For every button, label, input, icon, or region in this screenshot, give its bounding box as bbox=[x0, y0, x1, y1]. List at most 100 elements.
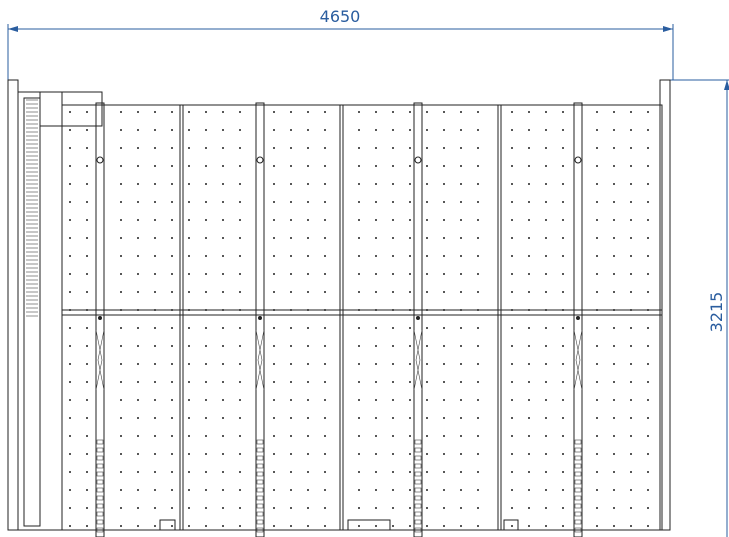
rivet bbox=[562, 291, 564, 293]
rivet bbox=[120, 345, 122, 347]
rivet bbox=[562, 363, 564, 365]
rivet bbox=[273, 291, 275, 293]
rivet bbox=[154, 129, 156, 131]
rivet bbox=[596, 417, 598, 419]
rivet bbox=[477, 507, 479, 509]
panel-part bbox=[96, 439, 104, 445]
rivet bbox=[307, 165, 309, 167]
rivet bbox=[613, 507, 615, 509]
panel-part bbox=[574, 463, 582, 469]
rivet bbox=[460, 291, 462, 293]
rivet bbox=[188, 165, 190, 167]
rivet bbox=[188, 129, 190, 131]
rivet bbox=[188, 435, 190, 437]
rivet bbox=[630, 471, 632, 473]
rivet bbox=[205, 237, 207, 239]
rivet bbox=[273, 453, 275, 455]
rivet bbox=[86, 327, 88, 329]
panel-part bbox=[256, 471, 264, 477]
rivet bbox=[188, 111, 190, 113]
rivet bbox=[392, 417, 394, 419]
rivet bbox=[154, 345, 156, 347]
panel-part bbox=[96, 511, 104, 517]
rivet bbox=[324, 147, 326, 149]
rivet bbox=[460, 219, 462, 221]
rivet bbox=[137, 183, 139, 185]
rivet bbox=[290, 363, 292, 365]
rivet bbox=[290, 273, 292, 275]
rivet bbox=[426, 201, 428, 203]
rivet bbox=[613, 417, 615, 419]
rivet bbox=[630, 111, 632, 113]
rivet bbox=[545, 255, 547, 257]
rivet bbox=[324, 183, 326, 185]
rivet bbox=[647, 327, 649, 329]
rivet bbox=[86, 435, 88, 437]
rivet bbox=[511, 327, 513, 329]
rivet bbox=[358, 165, 360, 167]
rivet bbox=[443, 363, 445, 365]
rivet bbox=[222, 525, 224, 527]
rivet bbox=[562, 111, 564, 113]
rivet bbox=[409, 165, 411, 167]
rivet bbox=[511, 147, 513, 149]
rivet bbox=[409, 129, 411, 131]
rivet bbox=[222, 363, 224, 365]
rivet bbox=[86, 363, 88, 365]
rivet bbox=[460, 345, 462, 347]
rivet bbox=[562, 489, 564, 491]
rivet bbox=[375, 345, 377, 347]
rivet bbox=[171, 273, 173, 275]
panel-part bbox=[256, 479, 264, 485]
rivet bbox=[630, 345, 632, 347]
rivet bbox=[239, 147, 241, 149]
rivet bbox=[545, 453, 547, 455]
rivet bbox=[86, 165, 88, 167]
rivet bbox=[647, 129, 649, 131]
rivet bbox=[375, 435, 377, 437]
rivet bbox=[239, 327, 241, 329]
panel-part bbox=[96, 527, 104, 533]
rivet bbox=[443, 381, 445, 383]
panel-part bbox=[573, 329, 583, 391]
rivet bbox=[358, 471, 360, 473]
panel-part bbox=[414, 495, 422, 501]
rivet bbox=[307, 183, 309, 185]
rivet bbox=[188, 381, 190, 383]
rivet bbox=[358, 363, 360, 365]
rivet bbox=[120, 147, 122, 149]
rivet bbox=[426, 345, 428, 347]
rivet bbox=[188, 327, 190, 329]
panel-part bbox=[256, 487, 264, 493]
rivet bbox=[120, 525, 122, 527]
rivet bbox=[290, 255, 292, 257]
rivet bbox=[409, 291, 411, 293]
rivet bbox=[392, 489, 394, 491]
rivet bbox=[426, 111, 428, 113]
rivet bbox=[188, 471, 190, 473]
rivet bbox=[222, 111, 224, 113]
rivet bbox=[477, 363, 479, 365]
rivet bbox=[562, 165, 564, 167]
rivet bbox=[98, 316, 102, 320]
rivet bbox=[477, 309, 479, 311]
rivet bbox=[324, 219, 326, 221]
rivet bbox=[630, 489, 632, 491]
rivet bbox=[120, 309, 122, 311]
rivet bbox=[86, 255, 88, 257]
rivet bbox=[273, 111, 275, 113]
rivet bbox=[307, 525, 309, 527]
rivet bbox=[171, 129, 173, 131]
rivet bbox=[375, 309, 377, 311]
rivet bbox=[154, 507, 156, 509]
rivet bbox=[460, 201, 462, 203]
rivet bbox=[545, 525, 547, 527]
rivet bbox=[307, 327, 309, 329]
rivet bbox=[630, 381, 632, 383]
rivet bbox=[324, 255, 326, 257]
panel-part bbox=[574, 455, 582, 461]
rivet bbox=[596, 381, 598, 383]
rivet bbox=[290, 417, 292, 419]
rivet bbox=[392, 255, 394, 257]
